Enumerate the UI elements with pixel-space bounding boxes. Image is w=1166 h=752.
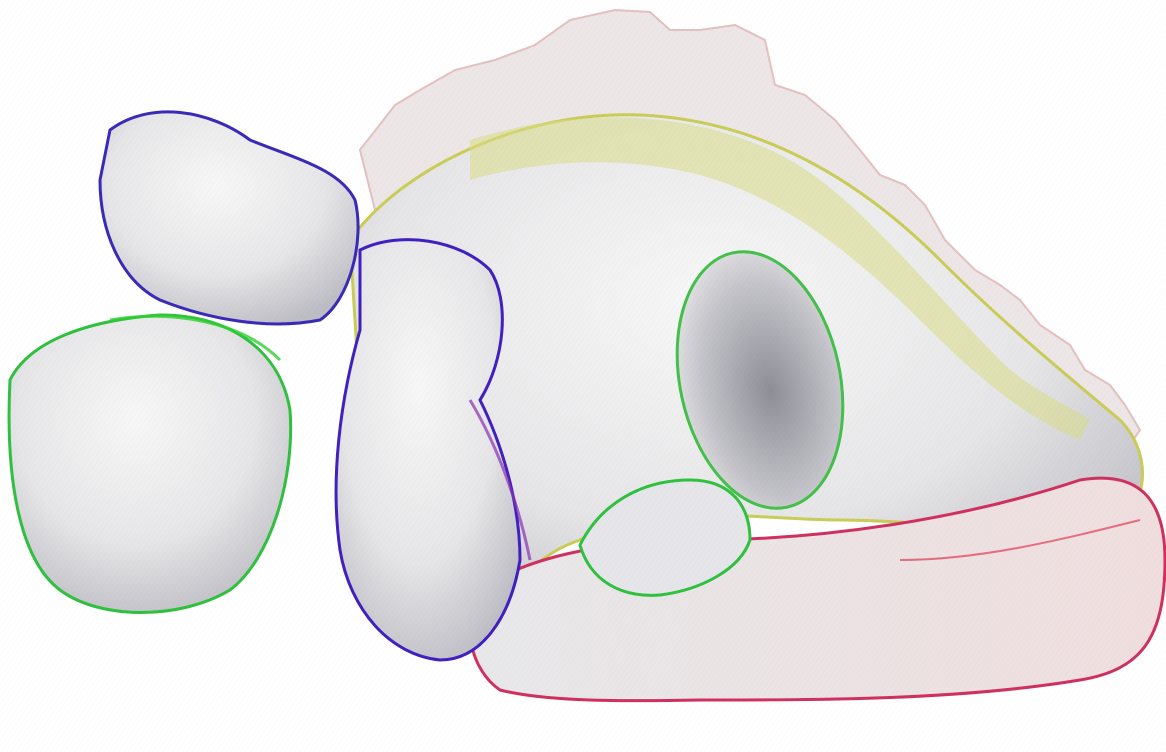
rim-accent-red bbox=[899, 519, 1141, 561]
rim-accent-purple bbox=[468, 399, 532, 561]
rim-accent-green bbox=[109, 314, 282, 362]
